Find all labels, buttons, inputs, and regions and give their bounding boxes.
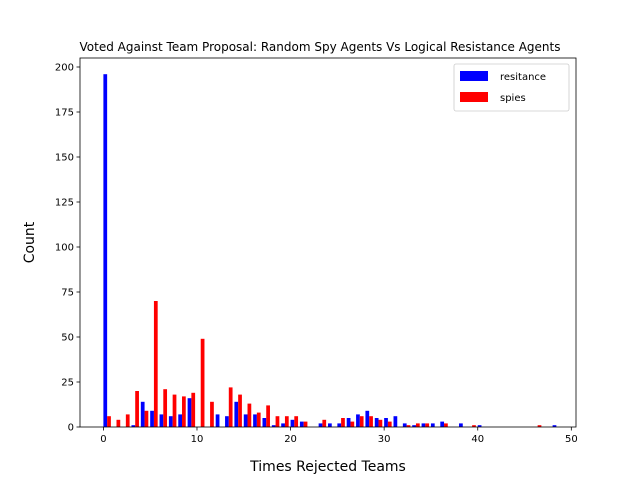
- y-tick-label-0: 0: [68, 423, 74, 434]
- bar-spies-5: [153, 301, 158, 427]
- bar-resitance-31: [393, 416, 398, 427]
- x-tick-label-20: 20: [284, 434, 297, 445]
- bar-spies-32: [406, 425, 411, 427]
- bar-resitance-30: [384, 418, 388, 427]
- bar-spies-8: [182, 396, 186, 427]
- y-tick-label-75: 75: [61, 288, 74, 299]
- bar-spies-16: [256, 412, 261, 427]
- bar-resitance-21: [299, 421, 304, 427]
- bar-spies-23: [322, 419, 327, 427]
- y-tick-label-200: 200: [55, 63, 74, 74]
- bar-spies-13: [228, 387, 233, 427]
- legend: resitance spies: [453, 63, 570, 112]
- bar-spies-9: [191, 392, 196, 427]
- bar-resitance-24: [328, 423, 332, 427]
- bar-spies-17: [266, 405, 270, 427]
- bar-spies-11: [210, 401, 214, 427]
- bar-spies-21: [303, 421, 308, 427]
- bar-resitance-4: [140, 401, 145, 427]
- bar-resitance-27: [356, 414, 360, 427]
- bar-resitance-7: [168, 416, 173, 427]
- bar-resitance-29: [374, 418, 379, 427]
- y-tick-label-25: 25: [61, 378, 74, 389]
- bar-spies-33: [415, 423, 420, 427]
- bar-resitance-19: [281, 423, 285, 427]
- bar-spies-46: [537, 425, 542, 427]
- bar-resitance-35: [430, 423, 435, 427]
- plot-frame: [79, 57, 577, 428]
- bar-resitance-0: [103, 74, 108, 427]
- bar-resitance-34: [421, 423, 426, 427]
- bar-spies-20: [294, 416, 299, 427]
- bar-spies-7: [172, 394, 177, 427]
- bar-resitance-25: [337, 423, 342, 427]
- bar-spies-10: [200, 338, 205, 427]
- bar-resitance-26: [346, 418, 351, 427]
- bar-spies-36: [444, 423, 448, 427]
- bar-resitance-12: [215, 414, 220, 427]
- bar-resitance-17: [262, 418, 267, 427]
- ticks-group: 0 10 20 30 40 50 0 25 50 75 100 125 150 175 200: [55, 63, 578, 446]
- bar-spies-2: [125, 414, 130, 427]
- y-tick-label-50: 50: [61, 333, 74, 344]
- x-axis-label: Times Rejected Teams: [249, 459, 406, 475]
- bar-spies-29: [378, 419, 383, 427]
- bar-spies-25: [341, 418, 345, 427]
- x-tick-label-10: 10: [191, 434, 204, 445]
- y-tick-label-100: 100: [55, 243, 74, 254]
- bar-resitance-20: [290, 419, 295, 427]
- bar-spies-28: [369, 416, 373, 427]
- y-tick-label-125: 125: [55, 198, 74, 209]
- bar-resitance-9: [187, 398, 192, 427]
- legend-swatch-spies: [460, 92, 488, 102]
- bar-spies-6: [163, 389, 168, 427]
- bar-resitance-40: [477, 425, 482, 427]
- bars-group: [103, 74, 557, 427]
- x-tick-label-50: 50: [565, 434, 578, 445]
- bar-resitance-18: [271, 425, 276, 427]
- bar-spies-1: [116, 419, 121, 427]
- y-axis-label: Count: [22, 221, 38, 263]
- bar-spies-4: [144, 410, 149, 427]
- bar-resitance-3: [131, 425, 136, 427]
- y-tick-label-175: 175: [55, 108, 74, 119]
- bar-resitance-33: [412, 425, 416, 427]
- bar-resitance-36: [440, 421, 445, 427]
- legend-label-spies: spies: [500, 93, 526, 104]
- bar-resitance-6: [159, 414, 164, 427]
- bar-spies-15: [247, 403, 252, 427]
- bar-resitance-5: [150, 410, 154, 427]
- chart-title: Voted Against Team Proposal: Random Spy …: [80, 40, 561, 54]
- x-tick-label-30: 30: [378, 434, 391, 445]
- bar-resitance-15: [243, 414, 248, 427]
- bar-resitance-38: [459, 423, 463, 427]
- bar-spies-39: [472, 425, 476, 427]
- x-tick-label-40: 40: [471, 434, 484, 445]
- bar-resitance-23: [318, 423, 323, 427]
- bar-resitance-14: [234, 401, 239, 427]
- bar-resitance-28: [365, 410, 370, 427]
- x-tick-label-0: 0: [100, 434, 106, 445]
- bar-resitance-8: [178, 414, 183, 427]
- bar-spies-0: [107, 416, 111, 427]
- y-tick-label-150: 150: [55, 153, 74, 164]
- bar-resitance-48: [552, 425, 557, 427]
- bar-spies-27: [359, 416, 364, 427]
- bar-resitance-16: [253, 414, 257, 427]
- bar-spies-26: [350, 421, 355, 427]
- bar-spies-30: [387, 421, 392, 427]
- legend-label-resitance: resitance: [500, 72, 546, 83]
- bar-resitance-32: [402, 423, 407, 427]
- bar-spies-3: [135, 391, 139, 427]
- bar-spies-18: [275, 416, 280, 427]
- bar-spies-34: [425, 423, 430, 427]
- bar-resitance-13: [225, 416, 229, 427]
- legend-swatch-resitance: [460, 71, 488, 81]
- bar-spies-19: [284, 416, 289, 427]
- bar-spies-14: [238, 394, 242, 427]
